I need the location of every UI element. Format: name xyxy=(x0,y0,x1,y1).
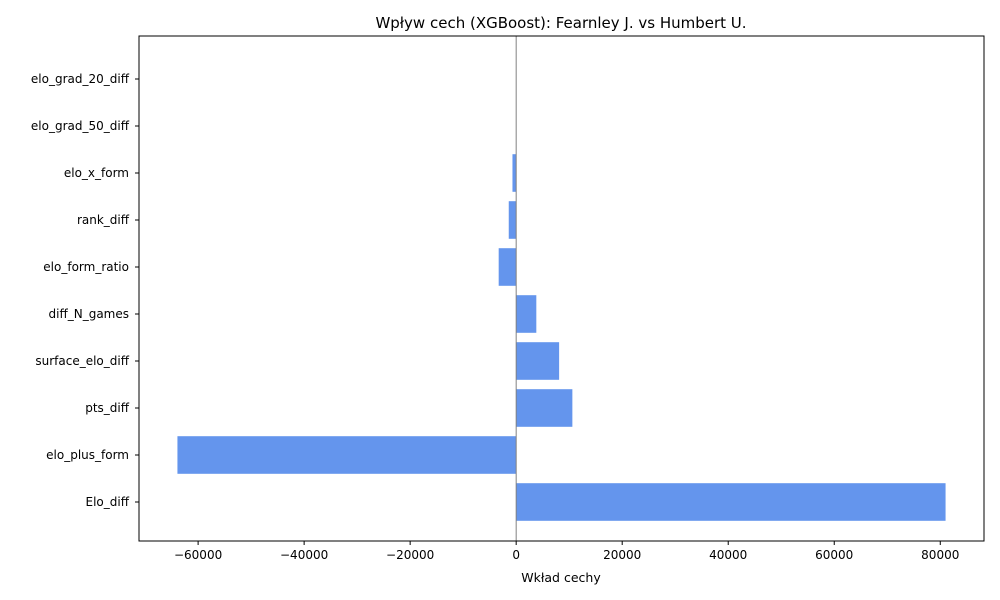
x-tick-label: −20000 xyxy=(386,548,434,562)
bars-layer xyxy=(177,154,946,521)
x-tick-label: 60000 xyxy=(815,548,853,562)
x-tick-label: −40000 xyxy=(280,548,328,562)
plot-frame xyxy=(138,35,985,542)
chart-title: Wpływ cech (XGBoost): Fearnley J. vs Hum… xyxy=(375,14,746,32)
x-tick-label: 0 xyxy=(512,548,520,562)
bar-rank_diff xyxy=(508,201,517,239)
bar-elo_plus_form xyxy=(177,436,517,474)
y-tick-label: pts_diff xyxy=(85,401,130,415)
x-tick-label: −60000 xyxy=(174,548,222,562)
y-tick-label: elo_form_ratio xyxy=(43,260,129,274)
y-tick-label: elo_x_form xyxy=(64,166,129,180)
y-tick-label: diff_N_games xyxy=(49,307,130,321)
bar-Elo_diff xyxy=(516,483,946,521)
y-tick-label: Elo_diff xyxy=(86,495,130,509)
y-tick-label: rank_diff xyxy=(77,213,130,227)
bar-elo_form_ratio xyxy=(498,248,517,286)
y-tick-label: elo_plus_form xyxy=(46,448,129,462)
x-tick-label: 40000 xyxy=(709,548,747,562)
bar-elo_x_form xyxy=(512,154,517,192)
x-tick-label: 80000 xyxy=(921,548,959,562)
y-tick-label: elo_grad_50_diff xyxy=(31,119,130,133)
x-axis-label: Wkład cechy xyxy=(521,570,601,585)
y-axis: elo_grad_20_diff elo_grad_50_diff elo_x_fo… xyxy=(31,72,139,509)
x-tick-label: 20000 xyxy=(603,548,641,562)
y-tick-label: elo_grad_20_diff xyxy=(31,72,130,86)
bar-surface_elo_diff xyxy=(516,342,560,380)
x-axis: −60000 −40000 −20000 0 20000 40000 60000 80000 xyxy=(174,541,959,562)
bar-pts_diff xyxy=(516,389,573,427)
y-tick-label: surface_elo_diff xyxy=(35,354,129,368)
bar-diff_N_games xyxy=(516,295,537,333)
